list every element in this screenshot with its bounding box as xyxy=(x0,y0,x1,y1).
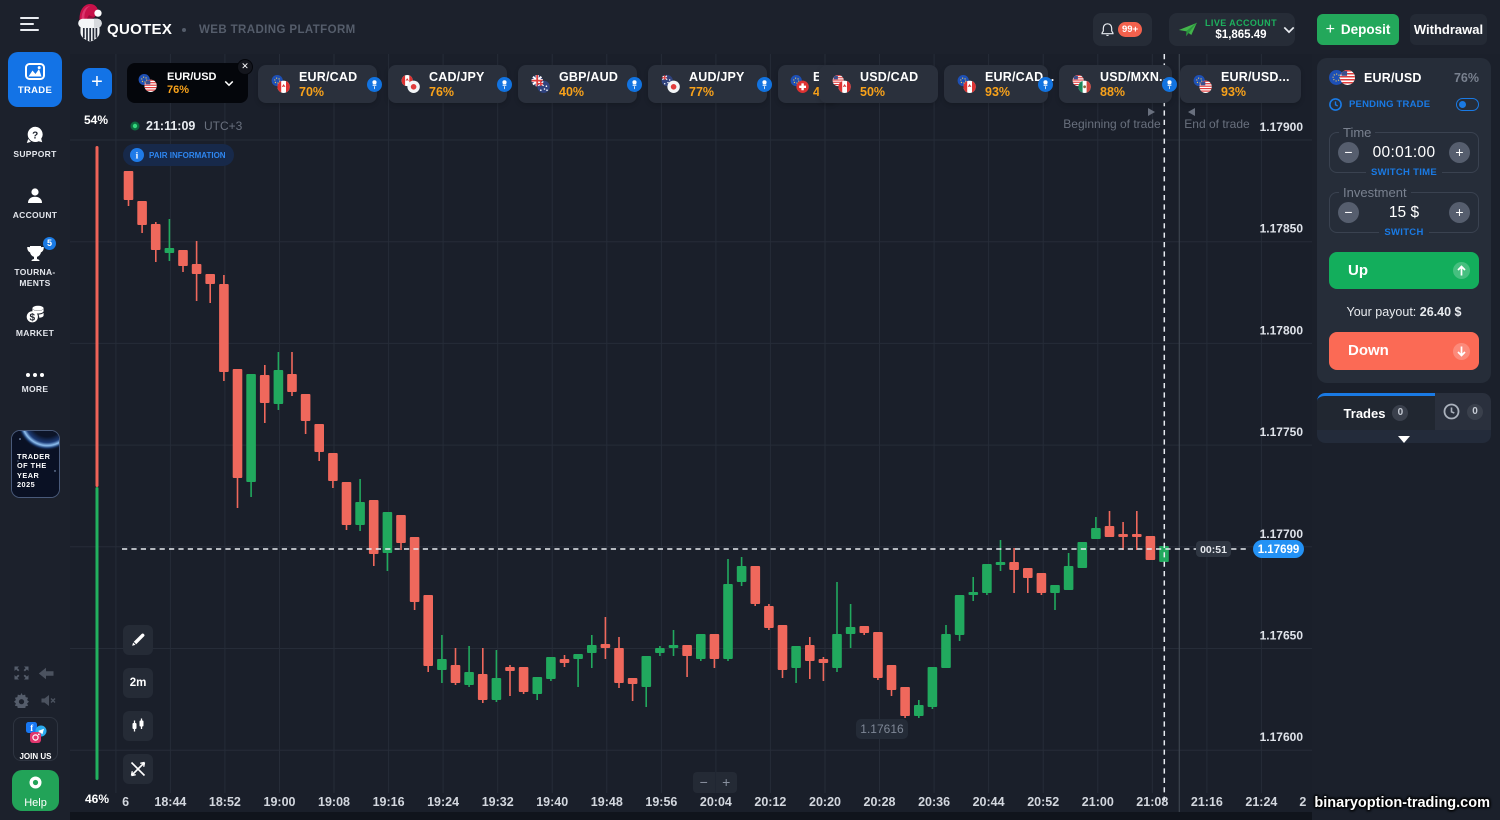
svg-text:20:28: 20:28 xyxy=(864,795,896,809)
svg-text:2: 2 xyxy=(1299,795,1306,809)
svg-text:21:00: 21:00 xyxy=(1082,795,1114,809)
svg-text:1.17850: 1.17850 xyxy=(1260,222,1304,236)
svg-text:20:20: 20:20 xyxy=(809,795,841,809)
svg-text:20:04: 20:04 xyxy=(700,795,732,809)
svg-text:20:12: 20:12 xyxy=(754,795,786,809)
svg-text:1.17616: 1.17616 xyxy=(860,722,904,736)
svg-text:19:56: 19:56 xyxy=(645,795,677,809)
svg-text:18:52: 18:52 xyxy=(209,795,241,809)
svg-text:$: $ xyxy=(29,312,35,323)
svg-text:1.17750: 1.17750 xyxy=(1260,425,1304,439)
svg-text:21:11:09: 21:11:09 xyxy=(146,119,195,133)
svg-text:00:51: 00:51 xyxy=(1200,544,1227,556)
svg-text:1.17699: 1.17699 xyxy=(1258,544,1300,556)
svg-text:UTC+3: UTC+3 xyxy=(204,119,243,133)
svg-text:21:08: 21:08 xyxy=(1136,795,1168,809)
svg-text:1.17650: 1.17650 xyxy=(1260,629,1304,643)
svg-text:19:48: 19:48 xyxy=(591,795,623,809)
svg-text:?: ? xyxy=(32,130,38,141)
svg-text:46%: 46% xyxy=(85,792,109,806)
svg-text:19:08: 19:08 xyxy=(318,795,350,809)
svg-text:19:32: 19:32 xyxy=(482,795,514,809)
svg-text:Beginning of trade: Beginning of trade xyxy=(1063,117,1161,131)
svg-text:54%: 54% xyxy=(84,113,108,127)
svg-text:19:16: 19:16 xyxy=(373,795,405,809)
svg-text:End of trade: End of trade xyxy=(1184,117,1250,131)
svg-text:21:16: 21:16 xyxy=(1191,795,1223,809)
svg-text:20:52: 20:52 xyxy=(1027,795,1059,809)
svg-text:i: i xyxy=(136,152,139,162)
svg-text:1.17600: 1.17600 xyxy=(1260,730,1304,744)
svg-text:20:44: 20:44 xyxy=(973,795,1005,809)
svg-text:1.17700: 1.17700 xyxy=(1260,527,1304,541)
svg-text:20:36: 20:36 xyxy=(918,795,950,809)
svg-text:1.17900: 1.17900 xyxy=(1260,120,1304,134)
svg-text:19:00: 19:00 xyxy=(264,795,296,809)
svg-text:19:24: 19:24 xyxy=(427,795,459,809)
svg-text:18:44: 18:44 xyxy=(154,795,186,809)
svg-text:21:24: 21:24 xyxy=(1245,795,1277,809)
svg-text:f: f xyxy=(30,723,34,733)
svg-text:19:40: 19:40 xyxy=(536,795,568,809)
svg-text:1.17800: 1.17800 xyxy=(1260,323,1304,337)
svg-text:6: 6 xyxy=(122,795,129,809)
